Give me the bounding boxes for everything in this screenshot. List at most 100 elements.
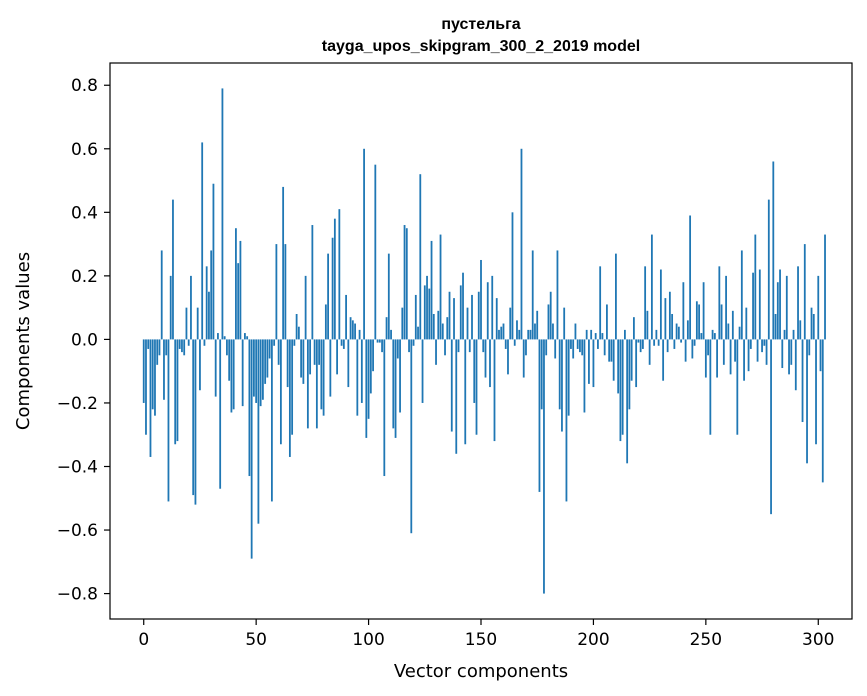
bar-186 xyxy=(561,339,563,432)
bar-217 xyxy=(630,339,633,381)
bar-230 xyxy=(659,269,662,340)
bar-76 xyxy=(313,339,316,365)
bar-169 xyxy=(522,339,525,378)
bar-70 xyxy=(300,339,303,378)
bar-292 xyxy=(799,320,802,340)
bar-49 xyxy=(253,339,255,397)
bar-30 xyxy=(210,250,213,340)
y-tick-label: 0.6 xyxy=(71,140,98,160)
bar-285 xyxy=(783,329,786,340)
bar-119 xyxy=(410,339,413,534)
bar-158 xyxy=(498,329,500,340)
bar-115 xyxy=(401,307,404,340)
bar-149 xyxy=(477,291,480,340)
bar-220 xyxy=(637,339,640,343)
bar-211 xyxy=(617,339,620,394)
bar-65 xyxy=(288,339,291,457)
bar-152 xyxy=(484,339,487,378)
bar-113 xyxy=(396,339,399,359)
bar-127 xyxy=(428,288,431,340)
bar-41 xyxy=(235,228,237,340)
bar-18 xyxy=(183,339,186,356)
bar-31 xyxy=(212,183,215,340)
bar-176 xyxy=(538,339,541,492)
bar-133 xyxy=(441,323,444,340)
bar-238 xyxy=(677,326,680,340)
bar-103 xyxy=(374,164,377,340)
bar-132 xyxy=(439,234,442,340)
bar-91 xyxy=(347,339,350,388)
bar-135 xyxy=(446,317,449,340)
bar-74 xyxy=(309,339,312,375)
bar-242 xyxy=(686,320,689,340)
bar-250 xyxy=(704,339,707,378)
bar-57 xyxy=(270,339,273,502)
bar-210 xyxy=(615,253,617,340)
bar-73 xyxy=(306,339,309,429)
bar-234 xyxy=(668,291,671,340)
bar-188 xyxy=(565,339,568,502)
bar-222 xyxy=(641,339,644,349)
bar-75 xyxy=(311,225,314,340)
bar-204 xyxy=(601,333,604,340)
bar-207 xyxy=(608,339,611,362)
bar-34 xyxy=(219,339,222,489)
bar-48 xyxy=(250,339,253,559)
bar-251 xyxy=(707,339,709,356)
bar-60 xyxy=(277,339,280,365)
bar-36 xyxy=(223,336,226,340)
bar-227 xyxy=(653,339,656,346)
bar-241 xyxy=(684,339,687,362)
bar-231 xyxy=(662,339,665,381)
bar-226 xyxy=(650,234,653,340)
bar-111 xyxy=(392,339,395,429)
bar-33 xyxy=(217,333,219,340)
bar-69 xyxy=(297,326,300,340)
bar-32 xyxy=(214,339,217,397)
bar-195 xyxy=(581,339,584,356)
bar-249 xyxy=(702,282,705,340)
bar-153 xyxy=(486,282,489,340)
bar-201 xyxy=(594,333,597,340)
bar-166 xyxy=(516,320,518,340)
bar-257 xyxy=(720,304,723,340)
x-tick-label: 100 xyxy=(352,630,384,650)
bar-203 xyxy=(599,266,602,340)
bar-25 xyxy=(199,339,201,391)
bar-88 xyxy=(340,339,343,346)
y-axis: −0.8 −0.6 −0.4 −0.2 0.0 0.2 0.4 0.6 0.8 xyxy=(57,76,110,605)
bar-126 xyxy=(426,275,428,340)
bar-19 xyxy=(185,307,188,340)
bar-163 xyxy=(509,307,512,340)
bar-94 xyxy=(354,323,356,340)
bar-247 xyxy=(698,304,701,340)
bar-154 xyxy=(489,339,491,388)
bar-174 xyxy=(534,323,536,340)
bar-180 xyxy=(547,304,550,340)
bar-47 xyxy=(248,339,251,477)
bar-6 xyxy=(156,339,159,365)
bar-130 xyxy=(435,339,437,365)
bar-38 xyxy=(228,339,231,381)
bar-303 xyxy=(824,234,826,340)
bar-72 xyxy=(304,275,307,340)
bar-150 xyxy=(480,259,482,340)
bar-254 xyxy=(713,333,716,340)
bar-246 xyxy=(695,301,698,340)
bar-118 xyxy=(408,339,410,353)
bar-61 xyxy=(279,339,282,445)
bar-263 xyxy=(734,339,736,362)
bar-275 xyxy=(761,339,763,353)
bar-108 xyxy=(385,317,388,340)
bar-28 xyxy=(205,266,208,340)
bar-159 xyxy=(500,326,503,340)
bar-259 xyxy=(725,275,727,340)
bar-15 xyxy=(176,339,179,442)
bar-3 xyxy=(149,339,152,457)
bar-144 xyxy=(466,307,469,340)
bar-35 xyxy=(221,88,224,340)
bar-114 xyxy=(399,339,401,413)
bar-236 xyxy=(673,339,676,349)
bar-297 xyxy=(810,307,813,340)
bar-265 xyxy=(738,326,741,340)
